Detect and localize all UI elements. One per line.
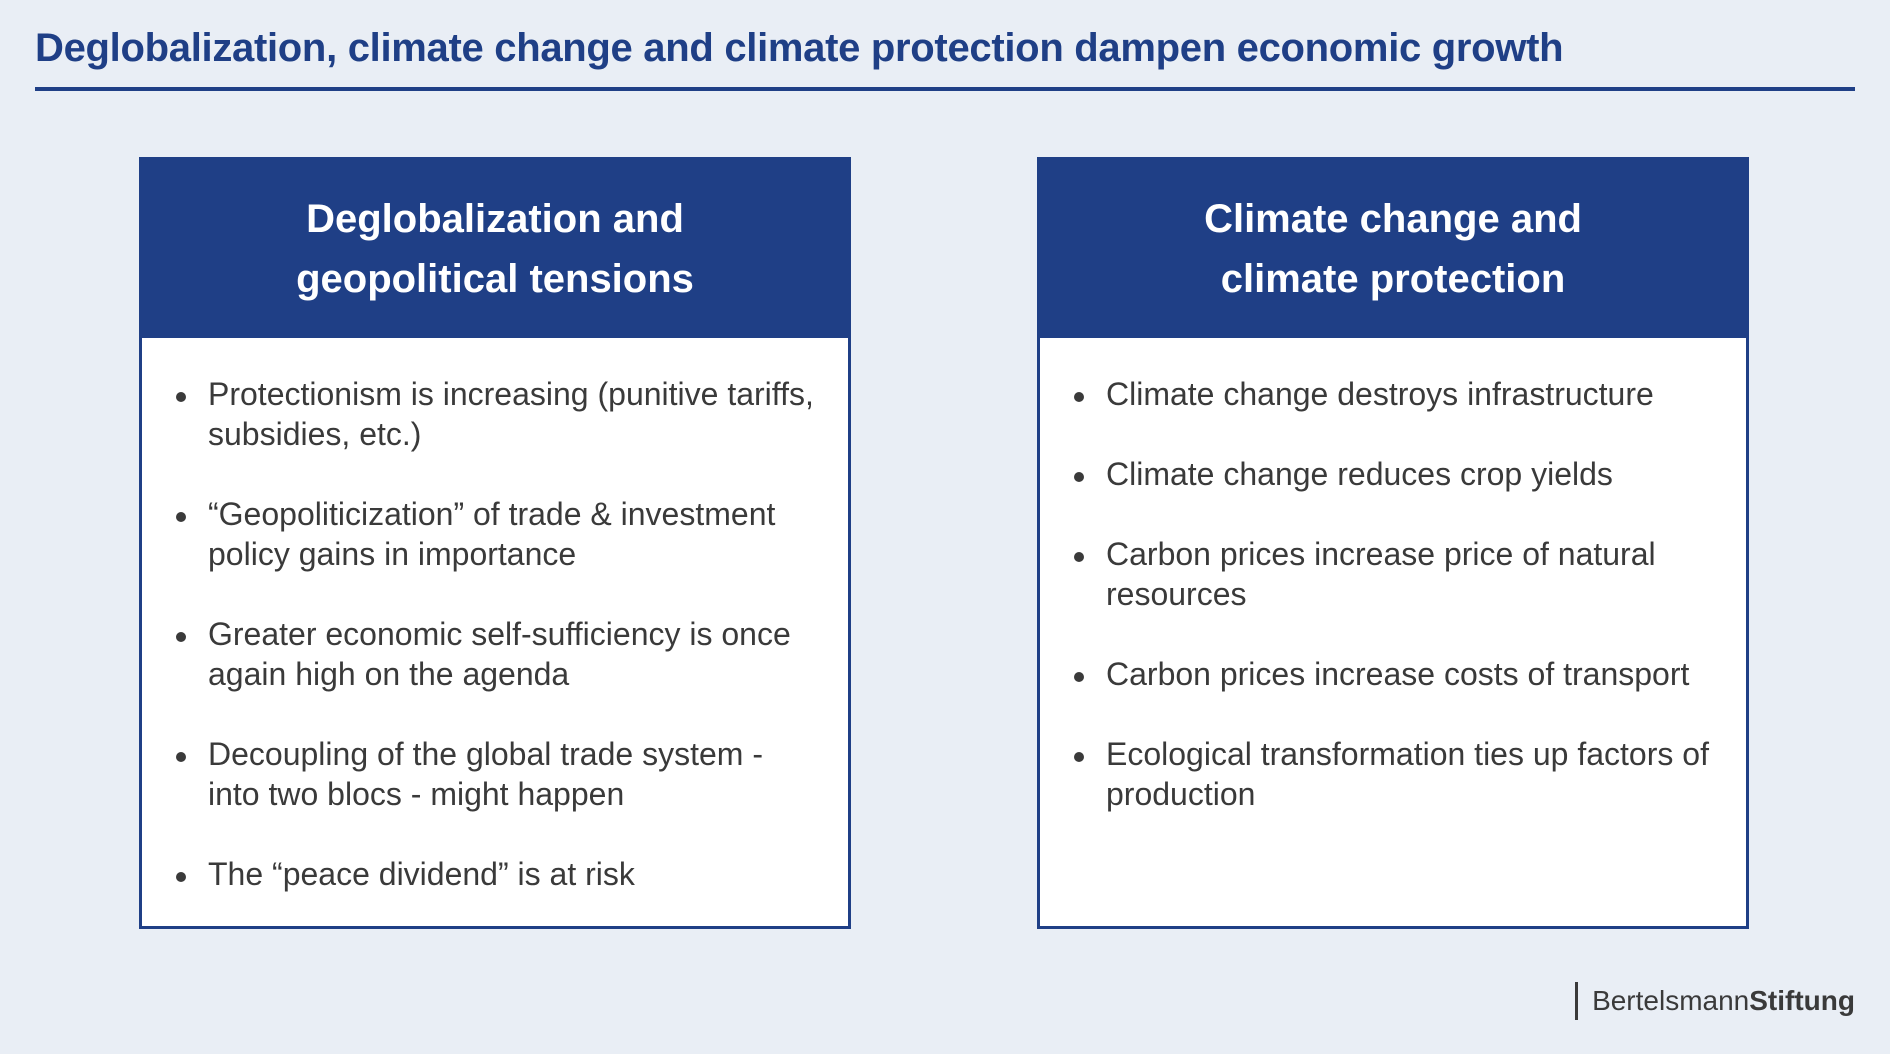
bullet-icon [1074,392,1084,402]
list-item-text: Carbon prices increase costs of transpor… [1106,656,1690,692]
list-item-text: Ecological transformation ties up factor… [1106,736,1709,812]
list-item: Protectionism is increasing (punitive ta… [176,374,818,454]
bertelsmann-stiftung-logo: Bertelsmann Stiftung [1575,982,1855,1020]
panel-deglobalization: Deglobalization and geopolitical tension… [139,157,851,929]
list-item: Decoupling of the global trade system - … [176,734,818,814]
bullet-icon [1074,552,1084,562]
bullet-icon [1074,672,1084,682]
list-item-text: Greater economic self-sufficiency is onc… [208,616,791,692]
bullet-icon [1074,472,1084,482]
panel-climate: Climate change and climate protection Cl… [1037,157,1749,929]
list-item: Climate change reduces crop yields [1074,454,1716,494]
panel-header-line: Deglobalization and [306,197,684,241]
list-item: The “peace dividend” is at risk [176,854,818,894]
list-item-text: “Geopoliticization” of trade & investmen… [208,496,776,572]
logo-divider [1575,982,1579,1020]
bullet-list: Climate change destroys infrastructure C… [1040,338,1746,814]
list-item: “Geopoliticization” of trade & investmen… [176,494,818,574]
list-item: Carbon prices increase costs of transpor… [1074,654,1716,694]
list-item: Carbon prices increase price of natural … [1074,534,1716,614]
bullet-icon [176,512,186,522]
panel-header-line: geopolitical tensions [296,257,694,301]
list-item-text: Decoupling of the global trade system - … [208,736,763,812]
title-underline [35,87,1855,91]
list-item-text: Climate change reduces crop yields [1106,456,1613,492]
list-item-text: Carbon prices increase price of natural … [1106,536,1656,612]
bullet-icon [176,392,186,402]
panel-header-line: Climate change and [1204,197,1582,241]
panel-header-line: climate protection [1220,257,1566,301]
list-item: Climate change destroys infrastructure [1074,374,1716,414]
bullet-icon [176,872,186,882]
bullet-icon [176,752,186,762]
bullet-icon [1074,752,1084,762]
logo-text-regular: Bertelsmann [1592,985,1750,1016]
bullet-list: Protectionism is increasing (punitive ta… [142,338,848,894]
panel-header: Deglobalization and geopolitical tension… [142,160,848,338]
bullet-icon [176,632,186,642]
list-item-text: Climate change destroys infrastructure [1106,376,1654,412]
list-item: Greater economic self-sufficiency is onc… [176,614,818,694]
list-item-text: The “peace dividend” is at risk [208,856,635,892]
page-title: Deglobalization, climate change and clim… [35,26,1564,70]
list-item: Ecological transformation ties up factor… [1074,734,1716,814]
panel-header: Climate change and climate protection [1040,160,1746,338]
logo-text-bold: Stiftung [1749,985,1855,1016]
list-item-text: Protectionism is increasing (punitive ta… [208,376,814,452]
